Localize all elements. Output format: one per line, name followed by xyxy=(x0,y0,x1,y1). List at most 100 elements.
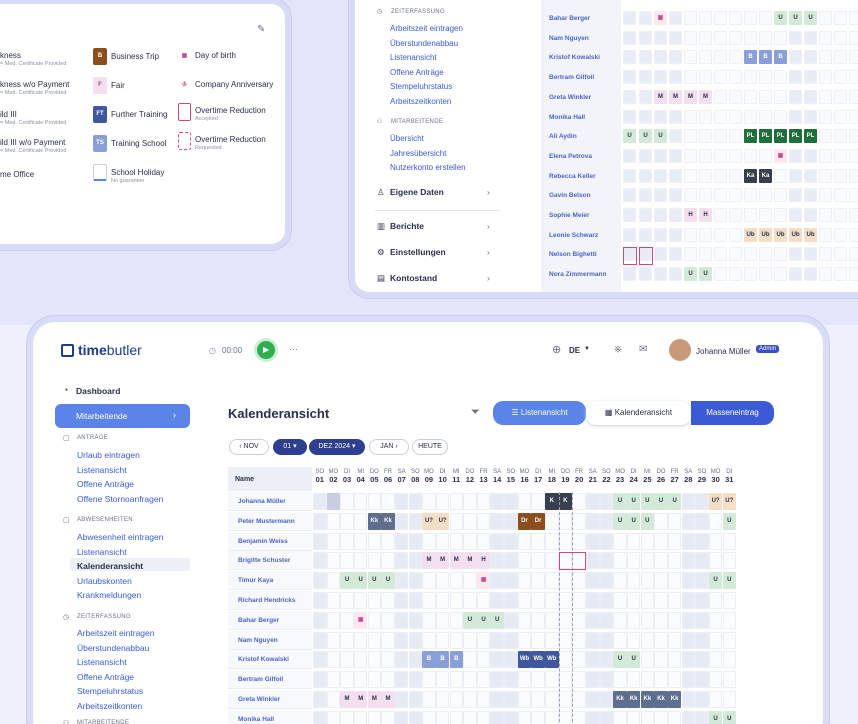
sidebar-item[interactable]: Abwesenheit eintragen xyxy=(77,532,164,542)
day-cell[interactable] xyxy=(517,691,532,708)
absence-marker[interactable]: ▣ xyxy=(774,148,787,163)
absence-marker[interactable]: H xyxy=(699,208,712,222)
day-cell[interactable] xyxy=(744,11,757,25)
day-cell[interactable] xyxy=(490,572,504,590)
day-cell[interactable] xyxy=(759,109,772,124)
day-cell[interactable] xyxy=(639,148,652,163)
day-cell[interactable] xyxy=(435,611,450,629)
globe-icon[interactable]: ⊕ xyxy=(552,344,562,356)
more-icon[interactable]: ··· xyxy=(289,344,298,354)
day-cell[interactable] xyxy=(367,532,382,550)
day-cell[interactable] xyxy=(545,552,559,570)
day-cell[interactable] xyxy=(714,267,727,282)
day-cell[interactable] xyxy=(654,30,667,45)
day-cell[interactable] xyxy=(599,671,614,689)
day-cell[interactable] xyxy=(789,247,802,262)
day-cell[interactable] xyxy=(639,109,652,124)
absence-marker[interactable]: PL xyxy=(759,129,772,144)
employee-name[interactable]: Richard Hendricks xyxy=(238,597,296,604)
absence-marker[interactable]: B xyxy=(744,50,757,65)
sidebar-item[interactable]: Listenansicht xyxy=(77,657,127,667)
employee-name[interactable]: Rebecca Keller xyxy=(549,172,596,180)
day-cell[interactable] xyxy=(722,631,736,649)
day-cell[interactable] xyxy=(504,493,518,510)
day-cell[interactable] xyxy=(834,129,847,144)
day-cell[interactable] xyxy=(531,572,545,590)
sidebar-item[interactable]: Arbeitszeit eintragen xyxy=(77,628,155,638)
day-cell[interactable] xyxy=(759,70,772,85)
day-cell[interactable] xyxy=(669,188,682,203)
day-cell[interactable] xyxy=(654,168,667,183)
day-cell[interactable] xyxy=(699,30,712,45)
absence-marker[interactable]: ▣ xyxy=(654,11,667,25)
absence-marker[interactable]: PL xyxy=(789,129,802,144)
day-cell[interactable] xyxy=(729,208,742,222)
day-cell[interactable] xyxy=(353,532,368,550)
day-cell[interactable] xyxy=(463,493,477,510)
day-cell[interactable] xyxy=(340,710,354,724)
day-cell[interactable] xyxy=(408,493,423,510)
day-cell[interactable] xyxy=(654,631,668,649)
day-cell[interactable] xyxy=(714,148,727,163)
day-cell[interactable] xyxy=(449,493,463,510)
day-cell[interactable] xyxy=(714,70,727,85)
absence-marker[interactable]: U xyxy=(722,572,736,590)
day-cell[interactable] xyxy=(681,710,696,724)
day-cell[interactable] xyxy=(699,129,712,144)
day-cell[interactable] xyxy=(695,572,709,590)
day-cell[interactable] xyxy=(463,532,477,550)
day-cell[interactable] xyxy=(545,592,559,609)
play-timer-button[interactable]: ▶ xyxy=(257,341,275,359)
day-cell[interactable] xyxy=(684,247,697,262)
day-cell[interactable] xyxy=(699,247,712,262)
day-cell[interactable] xyxy=(394,611,409,629)
day-cell[interactable] xyxy=(545,710,559,724)
employee-name[interactable]: Nam Nguyen xyxy=(238,636,278,644)
day-cell[interactable] xyxy=(729,247,742,262)
day-cell[interactable] xyxy=(834,188,847,203)
day-cell[interactable] xyxy=(394,592,409,609)
day-cell[interactable] xyxy=(681,671,696,689)
day-cell[interactable] xyxy=(684,129,697,144)
day-cell[interactable] xyxy=(834,208,847,222)
day-cell[interactable] xyxy=(476,592,491,609)
day-cell[interactable] xyxy=(545,572,559,590)
absence-marker[interactable]: U xyxy=(463,611,477,629)
absence-marker[interactable]: K xyxy=(545,493,559,510)
day-cell[interactable] xyxy=(408,552,423,570)
day-cell[interactable] xyxy=(640,710,655,724)
day-cell[interactable] xyxy=(326,532,341,550)
day-cell[interactable] xyxy=(834,30,847,45)
employee-name[interactable]: Nora Zimmermann xyxy=(549,271,607,279)
absence-marker[interactable]: M xyxy=(435,552,450,570)
day-cell[interactable] xyxy=(367,592,382,609)
day-cell[interactable] xyxy=(789,148,802,163)
day-cell[interactable] xyxy=(326,671,341,689)
day-cell[interactable] xyxy=(326,710,341,724)
day-cell[interactable] xyxy=(422,611,436,629)
day-cell[interactable] xyxy=(435,671,450,689)
day-cell[interactable] xyxy=(586,710,600,724)
day-cell[interactable] xyxy=(545,532,559,550)
overtime-request-marker[interactable] xyxy=(558,552,586,571)
language-select[interactable]: DE xyxy=(569,346,581,355)
absence-marker[interactable]: U xyxy=(490,611,504,629)
day-cell[interactable] xyxy=(340,512,354,530)
day-cell[interactable] xyxy=(381,532,395,550)
sidebar-item[interactable]: Kalenderansicht xyxy=(77,561,144,571)
day-cell[interactable] xyxy=(408,631,423,649)
day-cell[interactable] xyxy=(476,631,491,649)
day-cell[interactable] xyxy=(326,651,341,669)
day-cell[interactable] xyxy=(463,651,477,669)
day-cell[interactable] xyxy=(408,512,423,530)
day-cell[interactable] xyxy=(654,592,668,609)
day-cell[interactable] xyxy=(394,671,409,689)
day-cell[interactable] xyxy=(681,691,696,708)
absence-marker[interactable]: B xyxy=(449,651,463,669)
day-cell[interactable] xyxy=(599,691,614,708)
day-cell[interactable] xyxy=(394,691,409,708)
day-cell[interactable] xyxy=(708,592,723,609)
day-cell[interactable] xyxy=(599,651,614,669)
absence-marker[interactable]: U xyxy=(381,572,395,590)
day-cell[interactable] xyxy=(422,592,436,609)
